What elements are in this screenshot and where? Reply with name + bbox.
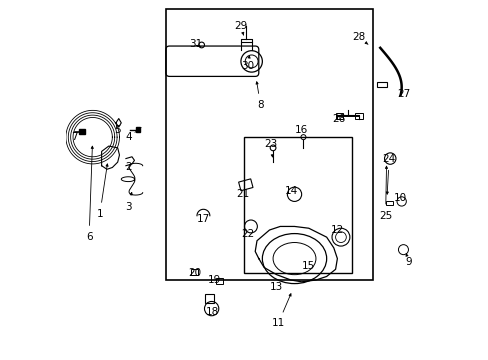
Text: 13: 13 [269, 282, 283, 292]
Text: 7: 7 [71, 132, 78, 142]
Text: 8: 8 [257, 100, 264, 110]
Text: 25: 25 [378, 211, 391, 221]
Text: 1: 1 [96, 209, 103, 219]
Bar [385, 201, 393, 205]
Bar [354, 113, 363, 119]
Bar [136, 127, 140, 132]
Text: 23: 23 [264, 139, 277, 149]
Text: 6: 6 [85, 232, 92, 242]
Text: 28: 28 [351, 32, 365, 42]
Text: 17: 17 [196, 214, 210, 224]
Bar [80, 129, 85, 134]
Text: 11: 11 [271, 318, 285, 328]
Text: 18: 18 [205, 307, 219, 317]
Bar [205, 294, 214, 303]
Text: 29: 29 [234, 21, 247, 31]
Bar [238, 179, 252, 191]
Text: 21: 21 [236, 189, 249, 199]
Text: 14: 14 [284, 186, 297, 196]
Text: 2: 2 [125, 162, 131, 172]
Text: 20: 20 [187, 268, 201, 278]
Text: 22: 22 [241, 229, 254, 239]
Text: 27: 27 [396, 89, 409, 99]
Text: 15: 15 [302, 261, 315, 271]
Text: 16: 16 [294, 125, 307, 135]
Text: 9: 9 [405, 257, 411, 267]
Text: 30: 30 [241, 61, 254, 71]
Text: 31: 31 [189, 39, 203, 49]
Text: 5: 5 [114, 125, 121, 135]
Bar [165, 9, 372, 280]
Text: 24: 24 [382, 154, 395, 163]
Text: 26: 26 [332, 114, 345, 124]
Bar [376, 82, 386, 87]
Text: 3: 3 [125, 202, 131, 212]
Bar [244, 137, 351, 273]
Bar [216, 278, 223, 284]
Text: 4: 4 [125, 132, 131, 142]
Text: 12: 12 [330, 225, 343, 235]
Text: 10: 10 [392, 193, 406, 203]
Bar [335, 113, 343, 119]
Text: 19: 19 [207, 275, 220, 285]
Bar [190, 269, 198, 275]
